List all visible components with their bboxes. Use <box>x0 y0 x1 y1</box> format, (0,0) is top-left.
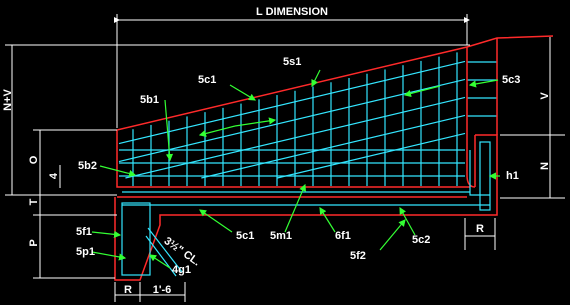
label: 5p1 <box>76 246 95 258</box>
label: 5b2 <box>78 160 97 172</box>
label: 6f1 <box>335 230 351 242</box>
label: 5c1 <box>198 74 216 86</box>
rebar <box>119 79 465 161</box>
label: L DIMENSION <box>256 6 328 18</box>
label: 5f2 <box>350 250 366 262</box>
label: R <box>476 223 484 235</box>
label: 5f1 <box>76 226 92 238</box>
label: P <box>28 239 40 246</box>
label: O <box>28 155 40 164</box>
rebar <box>277 133 465 178</box>
label: T <box>28 198 40 205</box>
label: 5m1 <box>270 230 292 242</box>
rebar <box>119 61 465 143</box>
label: N+V <box>2 88 14 110</box>
label: 4 <box>48 172 60 179</box>
label: h1 <box>506 170 519 182</box>
label: 1'-6 <box>153 284 172 296</box>
drawing: L DIMENSION 5s1 5c1 5b1 5c3 5b2 h1 5f1 5… <box>0 0 570 305</box>
label: R <box>124 284 132 296</box>
label: 5c2 <box>412 234 430 246</box>
rebar-grid <box>119 52 497 186</box>
label: 5s1 <box>283 56 301 68</box>
bottom-bars <box>122 142 490 276</box>
label: 4g1 <box>172 264 191 276</box>
label: 5c1 <box>236 230 254 242</box>
label: 5b1 <box>140 94 159 106</box>
label: N <box>539 162 551 170</box>
label: 5c3 <box>502 74 520 86</box>
label: V <box>539 92 551 100</box>
